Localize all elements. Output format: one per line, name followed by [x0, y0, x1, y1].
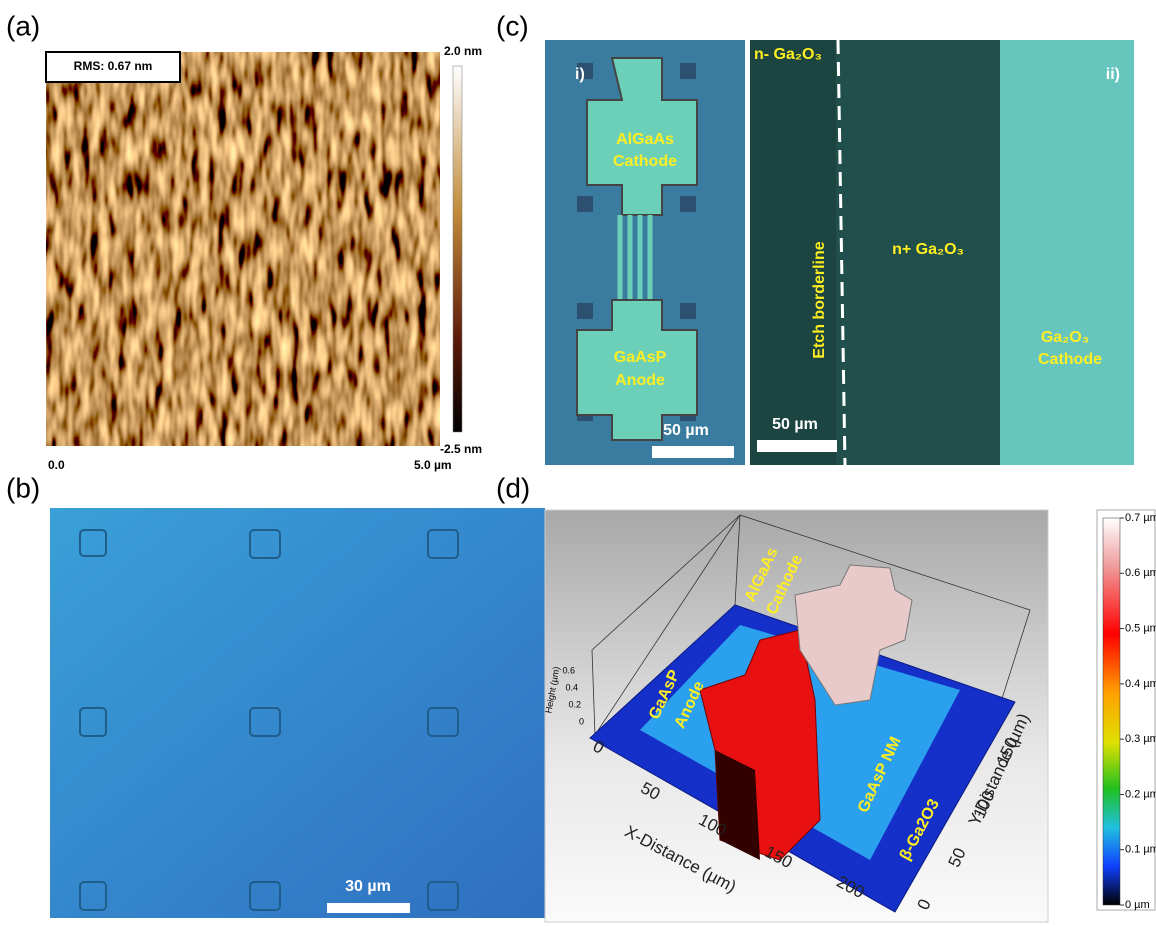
colorbar-label: 0.7 µm	[1125, 512, 1156, 524]
anode-pad	[576, 299, 698, 441]
z-tick-label: 0.4	[565, 682, 578, 692]
alignment-marks	[79, 529, 459, 911]
region-label: n+ Ga₂O₃	[892, 241, 964, 258]
z-tick-label: 0.6	[562, 665, 575, 675]
tag: i)	[575, 66, 585, 83]
afm-image	[46, 52, 440, 446]
colorbar-label: 0.5 µm	[1125, 622, 1156, 634]
colorbar-label: 0 µm	[1125, 899, 1150, 911]
region-label: Cathode	[1038, 351, 1102, 368]
pad-label: GaAsP	[614, 349, 667, 366]
cathode-block	[794, 564, 913, 706]
region-label: Ga₂O₃	[1041, 329, 1089, 346]
scale-label: 50 µm	[663, 422, 709, 439]
z-tick-label: 0	[579, 716, 584, 726]
colorbar-label: 0.2 µm	[1125, 788, 1156, 800]
colorbar-max: 2.0 nm	[444, 44, 482, 58]
panel-label: (d)	[496, 472, 530, 503]
scale-bar	[652, 446, 734, 458]
fingers	[617, 215, 653, 305]
n-minus-region	[750, 40, 836, 465]
tag: ii)	[1106, 66, 1120, 83]
optical-image	[50, 508, 545, 918]
z-tick-label: 0.2	[568, 699, 581, 709]
pad-label: Anode	[615, 372, 665, 389]
border-label: Etch borderline	[811, 241, 828, 358]
scale-label: 30 µm	[345, 878, 391, 895]
panel-label: (a)	[6, 10, 40, 41]
x-start: 0.0	[48, 458, 65, 472]
panel-label: (b)	[6, 472, 40, 503]
anode-shadow	[715, 750, 760, 860]
x-end: 5.0 µm	[414, 458, 452, 472]
colorbar-label: 0.3 µm	[1125, 733, 1156, 745]
region-label: n- Ga₂O₃	[754, 46, 822, 63]
colorbar-label: 0.1 µm	[1125, 844, 1156, 856]
scale-bar	[757, 440, 837, 452]
colorbar-label: 0.4 µm	[1125, 678, 1156, 690]
etch-line	[836, 39, 847, 466]
scale-bar	[327, 903, 410, 913]
colorbar	[1102, 517, 1121, 906]
colorbar	[452, 65, 463, 433]
colorbar-label: 0.6 µm	[1125, 567, 1156, 579]
panel-label: (c)	[496, 10, 529, 41]
colorbar-min: -2.5 nm	[440, 442, 482, 456]
cathode-region	[1000, 40, 1134, 465]
cathode-pad	[586, 57, 698, 216]
axes-box	[591, 514, 1031, 736]
rms-label: RMS: 0.67 nm	[74, 59, 153, 73]
scale-label: 50 µm	[772, 416, 818, 433]
pad-label: AlGaAs	[616, 131, 674, 148]
rms-box	[45, 51, 181, 83]
pad-label: Cathode	[613, 153, 677, 170]
